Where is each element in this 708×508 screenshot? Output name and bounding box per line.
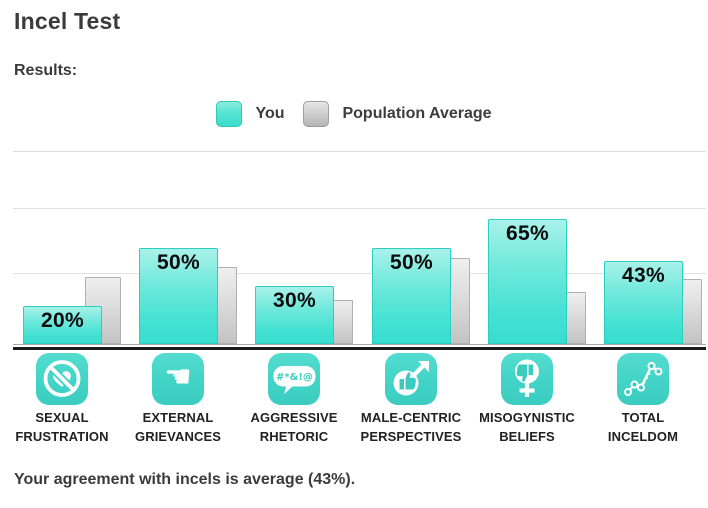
you-bar: 20% bbox=[23, 306, 102, 344]
results-label: Results: bbox=[14, 62, 78, 79]
swearing-speech-bubble-icon: #*&!@ bbox=[268, 353, 320, 405]
legend-you-label: You bbox=[255, 105, 285, 122]
category-column-total-inceldom: TOTAL INCELDOM bbox=[587, 353, 699, 446]
pointing-hand-glyph: ☚ bbox=[164, 358, 192, 395]
legend-average-label: Population Average bbox=[342, 105, 492, 122]
chart-legend: You Population Average bbox=[0, 101, 708, 127]
category-column-sexual-frustration: SEXUAL FRUSTRATION bbox=[6, 353, 118, 446]
bar-value-label: 50% bbox=[157, 251, 200, 274]
category-label: AGGRESSIVE RHETORIC bbox=[250, 410, 338, 444]
bar-value-label: 50% bbox=[390, 251, 433, 274]
category-label: EXTERNAL GRIEVANCES bbox=[135, 410, 221, 444]
bar-value-label: 20% bbox=[41, 309, 84, 332]
you-bar: 50% bbox=[139, 248, 218, 344]
legend-you-swatch bbox=[216, 101, 243, 127]
bar-chart: 20% 50% 30% 50% 65% 43% bbox=[0, 151, 708, 351]
chart-top-divider bbox=[13, 151, 706, 152]
summary-text: Your agreement with incels is average (4… bbox=[14, 471, 356, 488]
male-thumbs-up-icon bbox=[385, 353, 437, 405]
blocked-heart-icon bbox=[36, 353, 88, 405]
category-label: TOTAL INCELDOM bbox=[607, 410, 679, 444]
bar-value-label: 43% bbox=[622, 264, 665, 287]
gridline bbox=[13, 273, 706, 274]
category-column-aggressive-rhetoric: #*&!@ AGGRESSIVE RHETORIC bbox=[238, 353, 350, 446]
category-icons-row: SEXUAL FRUSTRATION ☚ EXTERNAL GRIEVANCES… bbox=[0, 353, 708, 448]
pointing-hand-icon: ☚ bbox=[152, 353, 204, 405]
zero-gridline bbox=[13, 344, 706, 345]
female-thumbs-down-icon bbox=[501, 353, 553, 405]
page-title: Incel Test bbox=[14, 8, 121, 34]
bar-value-label: 65% bbox=[506, 222, 549, 245]
you-bar: 65% bbox=[488, 219, 567, 344]
you-bar: 43% bbox=[604, 261, 683, 344]
category-label: MISOGYNISTIC BELIEFS bbox=[479, 410, 575, 444]
category-column-male-centric-perspectives: MALE-CENTRIC PERSPECTIVES bbox=[355, 353, 467, 446]
x-axis-line bbox=[13, 347, 706, 350]
chart-plot: 20% 50% 30% 50% 65% 43% bbox=[0, 151, 708, 344]
you-bar: 50% bbox=[372, 248, 451, 344]
bubble-text: #*&!@ bbox=[276, 372, 313, 383]
you-bar: 30% bbox=[255, 286, 334, 344]
category-label: MALE-CENTRIC PERSPECTIVES bbox=[360, 410, 462, 444]
trend-line-icon bbox=[617, 353, 669, 405]
category-column-misogynistic-beliefs: MISOGYNISTIC BELIEFS bbox=[471, 353, 583, 446]
category-column-external-grievances: ☚ EXTERNAL GRIEVANCES bbox=[122, 353, 234, 446]
legend-average-swatch bbox=[303, 101, 330, 127]
gridline bbox=[13, 208, 706, 209]
bar-value-label: 30% bbox=[273, 289, 316, 312]
category-label: SEXUAL FRUSTRATION bbox=[15, 410, 109, 444]
